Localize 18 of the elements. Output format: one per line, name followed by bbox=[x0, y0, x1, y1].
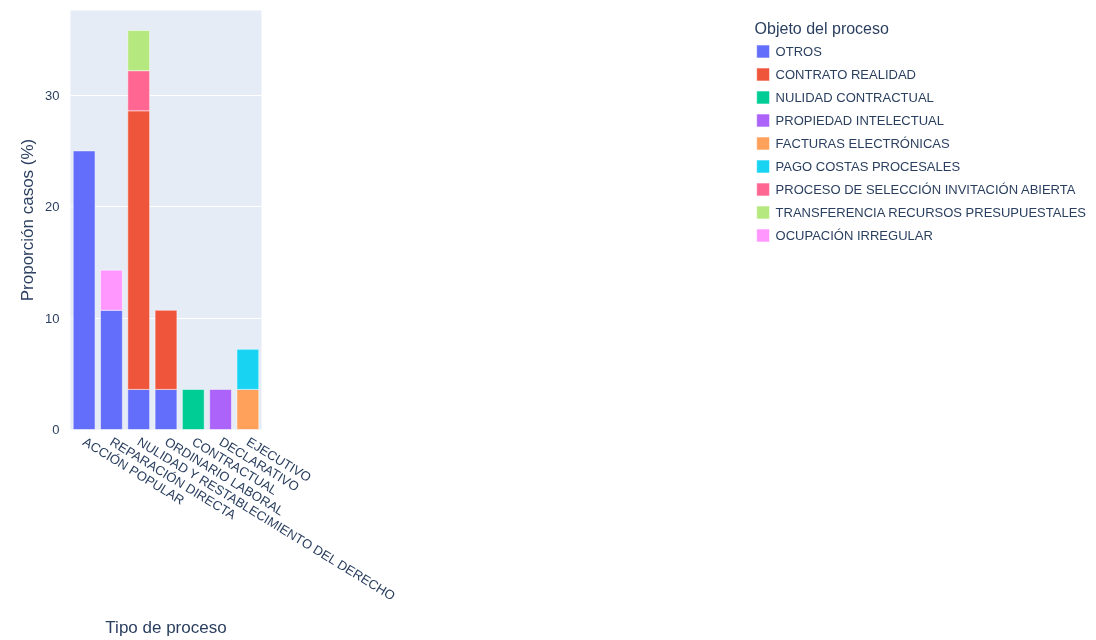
bar bbox=[209, 389, 232, 430]
legend-label: FACTURAS ELECTRÓNICAS bbox=[775, 135, 950, 151]
legend-label: OCUPACIÓN IRREGULAR bbox=[775, 227, 933, 243]
legend-label: PROPIEDAD INTELECTUAL bbox=[775, 112, 944, 128]
legend-label: CONTRATO REALIDAD bbox=[775, 66, 916, 82]
legend-label: NULIDAD CONTRACTUAL bbox=[775, 89, 934, 105]
y-tick-label: 30 bbox=[45, 87, 60, 103]
bar bbox=[182, 389, 205, 430]
legend-title: Objeto del proceso bbox=[754, 20, 890, 38]
y-axis-title: Proporción casos (%) bbox=[18, 138, 38, 302]
y-tick-label: 0 bbox=[52, 422, 60, 437]
legend-label: PAGO COSTAS PROCESALES bbox=[775, 158, 961, 174]
x-axis-title: Tipo de proceso bbox=[105, 618, 227, 638]
legend-label: TRANSFERENCIA RECURSOS PRESUPUESTALES bbox=[775, 204, 1086, 220]
legend-label: PROCESO DE SELECCIÓN INVITACIÓN ABIERTA bbox=[775, 181, 1076, 197]
y-tick-label: 10 bbox=[45, 310, 60, 326]
y-tick-label: 20 bbox=[45, 199, 60, 215]
legend-label: OTROS bbox=[775, 43, 822, 59]
